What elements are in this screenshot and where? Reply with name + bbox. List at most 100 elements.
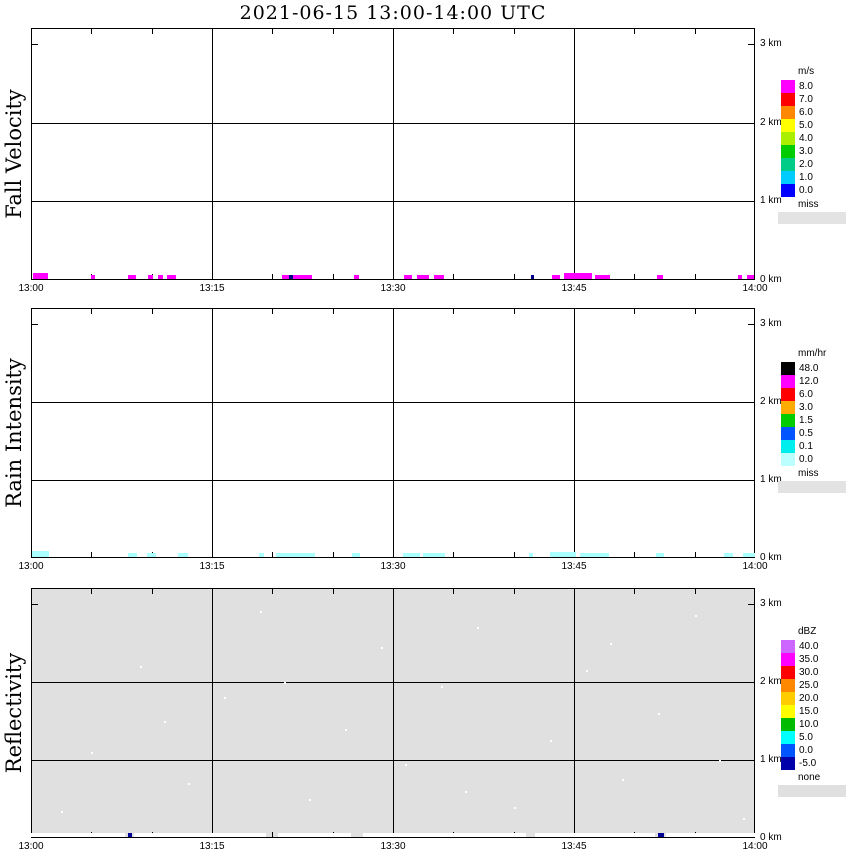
- data-mark: [434, 275, 444, 279]
- legend-missing-label: none: [798, 772, 821, 783]
- legend-color-swatch: [781, 401, 795, 414]
- legend-color-swatch: [781, 757, 795, 770]
- figure-title: 2021-06-15 13:00-14:00 UTC: [239, 2, 547, 24]
- x-tick-label: 13:30: [380, 841, 406, 852]
- x-minor-tick: [212, 552, 213, 557]
- data-dot: [465, 791, 468, 794]
- x-tick-label: 14:00: [742, 283, 768, 294]
- legend-color-swatch: [781, 93, 795, 106]
- v-gridline: [212, 308, 213, 558]
- x-tick-label: 13:45: [561, 561, 587, 572]
- legend-color-swatch: [781, 692, 795, 705]
- data-mark: [157, 275, 163, 279]
- x-minor-tick: [212, 589, 213, 594]
- legend-value-label: 0.5: [799, 428, 813, 439]
- data-mark: [529, 553, 533, 557]
- y-tick-label: 2 km: [760, 395, 782, 407]
- data-mark: [133, 833, 267, 837]
- data-dot: [380, 646, 383, 649]
- data-mark: [549, 551, 577, 557]
- data-dot: [513, 806, 516, 809]
- x-minor-tick: [574, 309, 575, 314]
- panel-ylabel-fall-velocity: Fall Velocity: [2, 89, 26, 219]
- x-minor-tick: [272, 29, 274, 34]
- data-dot: [163, 720, 166, 723]
- legend-color-swatch: [781, 145, 795, 158]
- legend-color-swatch: [781, 132, 795, 145]
- legend-value-label: 40.0: [799, 641, 819, 652]
- data-mark: [148, 275, 153, 279]
- data-mark: [658, 833, 665, 837]
- legend-value-label: 25.0: [799, 680, 819, 691]
- data-mark: [535, 833, 655, 837]
- x-minor-tick: [393, 552, 394, 557]
- legend-units-fall-velocity: m/s: [798, 66, 815, 77]
- x-minor-tick: [272, 552, 274, 557]
- data-dot: [187, 783, 190, 786]
- x-minor-tick: [332, 589, 334, 594]
- data-mark: [167, 275, 176, 279]
- x-minor-tick: [332, 309, 334, 314]
- legend-color-swatch: [781, 158, 795, 171]
- x-minor-tick: [91, 552, 93, 557]
- x-minor-tick: [574, 29, 575, 34]
- v-gridline: [212, 28, 213, 280]
- v-gridline: [212, 588, 213, 838]
- legend-value-label: 1.5: [799, 415, 813, 426]
- legend-value-label: 10.0: [799, 719, 819, 730]
- legend-color-swatch: [781, 414, 795, 427]
- x-minor-tick: [694, 29, 696, 34]
- x-minor-tick: [513, 309, 515, 314]
- v-gridline: [393, 28, 394, 280]
- legend-value-label: 0.0: [799, 185, 813, 196]
- legend-color-swatch: [781, 171, 795, 184]
- data-mark: [275, 553, 315, 557]
- legend-value-label: 6.0: [799, 389, 813, 400]
- legend-value-label: 7.0: [799, 94, 813, 105]
- x-minor-tick: [453, 274, 455, 279]
- v-gridline: [393, 588, 394, 838]
- legend-color-swatch: [781, 718, 795, 731]
- x-minor-tick: [272, 589, 274, 594]
- legend-value-label: 3.0: [799, 402, 813, 413]
- panel-ylabel-rain-intensity: Rain Intensity: [2, 358, 26, 508]
- x-tick-label: 13:00: [18, 841, 44, 852]
- data-dot: [284, 681, 287, 684]
- x-minor-tick: [212, 309, 213, 314]
- x-tick-label: 13:00: [18, 283, 44, 294]
- data-mark: [552, 275, 560, 279]
- x-minor-tick: [151, 29, 153, 34]
- legend-color-swatch: [781, 440, 795, 453]
- x-minor-tick: [393, 309, 394, 314]
- legend-value-label: 30.0: [799, 667, 819, 678]
- data-mark: [127, 553, 138, 557]
- x-minor-tick: [272, 274, 274, 279]
- y-tick-label: 3 km: [760, 317, 782, 329]
- data-dot: [694, 615, 697, 618]
- x-minor-tick: [634, 589, 636, 594]
- legend-color-swatch: [781, 184, 795, 197]
- data-dot: [405, 763, 408, 766]
- x-minor-tick: [151, 589, 153, 594]
- data-mark: [564, 273, 593, 279]
- x-minor-tick: [393, 29, 394, 34]
- x-minor-tick: [151, 309, 153, 314]
- data-mark: [289, 275, 293, 279]
- x-minor-tick: [91, 309, 93, 314]
- x-minor-tick: [634, 274, 636, 279]
- x-minor-tick: [453, 29, 455, 34]
- y-tick: [748, 603, 754, 605]
- data-mark: [127, 275, 136, 279]
- x-tick-label: 13:30: [380, 561, 406, 572]
- data-mark: [146, 553, 157, 557]
- data-mark: [33, 272, 48, 279]
- data-dot: [91, 752, 94, 755]
- legend-color-swatch: [781, 106, 795, 119]
- x-tick-label: 13:45: [561, 283, 587, 294]
- data-mark: [362, 833, 526, 837]
- data-dot: [742, 818, 745, 821]
- data-dot: [718, 759, 721, 762]
- data-dot: [610, 642, 613, 645]
- x-minor-tick: [634, 552, 636, 557]
